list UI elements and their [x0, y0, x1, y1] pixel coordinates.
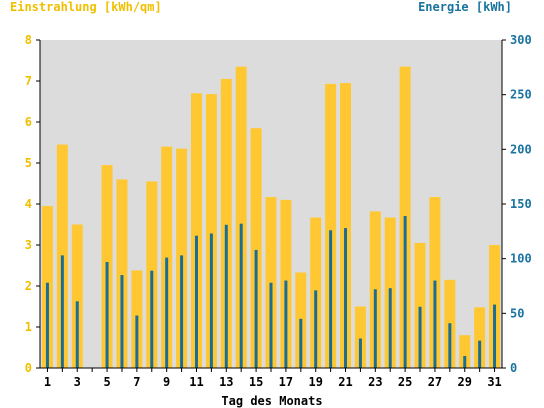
x-axis-tick-label: 11 [189, 375, 203, 389]
left-axis-tick-label: 4 [25, 197, 32, 211]
x-axis-tick-label: 3 [74, 375, 81, 389]
energy-bar [209, 233, 213, 368]
energy-bar [75, 301, 79, 368]
energy-bar [239, 223, 243, 368]
left-axis-title: Einstrahlung [kWh/qm] [10, 0, 162, 14]
radiation-bar [265, 197, 277, 368]
energy-bar [403, 216, 407, 368]
energy-bar [493, 304, 497, 368]
x-axis-tick-label: 23 [368, 375, 382, 389]
right-axis-tick-label: 150 [510, 197, 532, 211]
radiation-bar [220, 78, 232, 368]
x-axis-tick-label: 27 [428, 375, 442, 389]
energy-bar [344, 228, 348, 368]
radiation-bar [205, 94, 217, 369]
x-axis-tick-label: 25 [398, 375, 412, 389]
right-axis-title: Energie [kWh] [418, 0, 512, 14]
radiation-bar [235, 66, 247, 369]
x-axis-tick-label: 17 [279, 375, 293, 389]
energy-bar [463, 355, 467, 368]
x-axis-tick-label: 15 [249, 375, 263, 389]
right-axis-tick-label: 0 [510, 361, 517, 375]
energy-bar [45, 282, 49, 368]
x-axis-tick-label: 21 [338, 375, 352, 389]
energy-bar [448, 323, 452, 368]
radiation-bar [340, 83, 352, 369]
energy-bar [388, 288, 392, 368]
energy-bar [194, 235, 198, 368]
right-axis-tick-label: 100 [510, 252, 532, 266]
energy-bar [224, 224, 228, 368]
radiation-bar [250, 128, 262, 368]
x-axis-tick-label: 31 [487, 375, 501, 389]
x-axis-tick-label: 19 [308, 375, 322, 389]
x-axis-tick-label: 13 [219, 375, 233, 389]
energy-bar [60, 255, 64, 368]
energy-bar [135, 315, 139, 368]
energy-bar [165, 257, 169, 368]
energy-bar [254, 249, 258, 368]
energy-bar [180, 255, 184, 368]
energy-bar [105, 261, 109, 368]
energy-bar [478, 340, 482, 368]
energy-bar [373, 289, 377, 368]
left-axis-tick-label: 3 [25, 238, 32, 252]
x-axis-tick-label: 9 [163, 375, 170, 389]
right-axis-tick-label: 300 [510, 33, 532, 47]
radiation-bar [414, 242, 426, 368]
radiation-bar [459, 335, 471, 368]
x-axis-tick-label: 7 [133, 375, 140, 389]
energy-bar [358, 338, 362, 368]
energy-bar [433, 280, 437, 368]
left-axis-tick-label: 2 [25, 279, 32, 293]
right-axis-tick-label: 50 [510, 306, 524, 320]
left-axis-tick-label: 0 [25, 361, 32, 375]
left-axis-tick-label: 6 [25, 115, 32, 129]
radiation-bar [116, 179, 128, 368]
radiation-bar [71, 224, 83, 368]
energy-bar [418, 306, 422, 368]
energy-bar [150, 270, 154, 368]
x-axis-tick-label: 5 [103, 375, 110, 389]
radiation-bar [325, 83, 337, 369]
right-axis-tick-label: 250 [510, 88, 532, 102]
x-axis-tick-label: 1 [44, 375, 51, 389]
x-axis-tick-label: 29 [458, 375, 472, 389]
left-axis-tick-label: 1 [25, 320, 32, 334]
left-axis-tick-label: 5 [25, 156, 32, 170]
energy-bar [284, 280, 288, 368]
energy-bar [120, 275, 124, 368]
radiation-bar [190, 93, 202, 369]
left-axis-tick-label: 7 [25, 74, 32, 88]
x-axis-title: Tag des Monats [221, 394, 323, 408]
energy-bar [299, 318, 303, 368]
radiation-bar [354, 306, 366, 368]
right-axis-tick-label: 200 [510, 142, 532, 156]
radiation-bar [161, 146, 173, 368]
energy-bar [269, 282, 273, 368]
energy-bar [314, 290, 318, 368]
left-axis-tick-label: 8 [25, 33, 32, 47]
radiation-bar [474, 307, 486, 368]
energy-bar [329, 230, 333, 368]
